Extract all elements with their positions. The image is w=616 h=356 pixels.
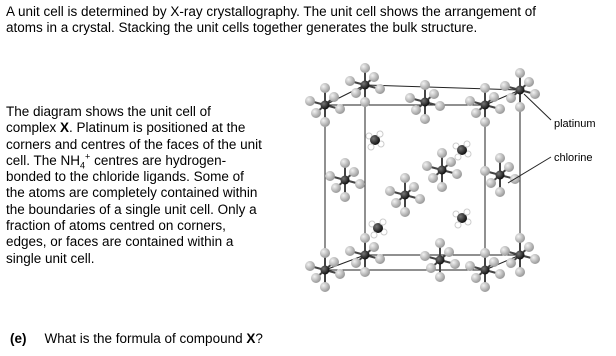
text: . Platinum is positioned at the (69, 120, 246, 136)
text: cell. The NH (6, 152, 81, 168)
cube-edges (324, 84, 521, 271)
text: the boundaries of a single unit cell. On… (6, 201, 257, 217)
question-part: (e) (10, 331, 27, 346)
bold-text: X (246, 331, 256, 346)
pt-complex (304, 247, 346, 293)
intro-line: atoms in a crystal. Stacking the unit ce… (6, 20, 478, 35)
superscript: + (85, 151, 91, 162)
pt-complex (479, 152, 521, 198)
question-text: ? (255, 331, 263, 346)
question: (e) What is the formula of compound X? (10, 331, 263, 346)
pt-complex (344, 62, 386, 108)
pt-complex (419, 237, 461, 283)
label-platinum: platinum (554, 118, 596, 130)
paragraph: The diagram shows the unit cell of compl… (6, 104, 262, 267)
ammonium (452, 140, 472, 161)
ammonium (368, 218, 388, 239)
leader-lines (507, 93, 552, 184)
ammonium (452, 208, 472, 229)
text: fraction of atoms centred on corners, (6, 218, 226, 234)
pt-complex (324, 157, 366, 203)
intro-line: A unit cell is determined by X-ray cryst… (6, 4, 537, 19)
intro: A unit cell is determined by X-ray cryst… (6, 4, 536, 36)
pt-complex (384, 172, 426, 218)
bold-text: X (60, 120, 70, 136)
pt-complex (499, 67, 541, 113)
text: corners and centres of the faces of the … (6, 136, 262, 152)
text: edges, or faces are contained within a (6, 234, 234, 250)
text: the atoms are completely contained withi… (6, 185, 258, 201)
subscript: 4 (80, 160, 86, 171)
text: complex (6, 120, 61, 136)
question-text: What is the formula of compound (44, 331, 247, 346)
pt-complex (499, 232, 541, 278)
pt-complex (304, 82, 346, 128)
text: single unit cell. (6, 250, 95, 266)
label-chlorine: chlorine (554, 152, 593, 164)
text: bonded to the chloride ligands. Some of (6, 169, 244, 185)
text: The diagram shows the unit cell of (6, 104, 211, 119)
text: centres are hydrogen- (90, 152, 227, 168)
ammonium (365, 130, 385, 151)
